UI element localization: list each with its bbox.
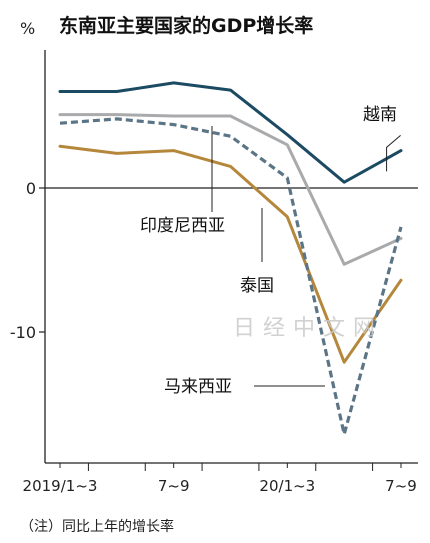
x-tick-label: 7~9 <box>385 477 417 495</box>
series-line-2 <box>58 144 403 364</box>
chart-note: （注）同比上年的增长率 <box>20 518 174 535</box>
x-tick-label: 2019/1~3 <box>23 477 98 495</box>
series-line-3 <box>59 117 403 436</box>
x-tick-label: 20/1~3 <box>259 477 315 495</box>
series-label-vietnam: 越南 <box>363 105 397 125</box>
series-label-malaysia: 马来西亚 <box>164 377 232 397</box>
watermark: 日经中文网 <box>233 316 383 341</box>
series-line-0 <box>58 81 403 184</box>
leader-line <box>386 135 401 172</box>
y-tick-label: 0 <box>26 179 36 198</box>
series-label-indonesia: 印度尼西亚 <box>140 216 225 236</box>
chart-title: 东南亚主要国家的GDP增长率 <box>59 14 313 37</box>
y-tick-label: -10 <box>10 323 36 342</box>
x-tick-label: 7~9 <box>158 477 190 495</box>
series-line-1 <box>58 113 403 266</box>
y-unit-label: % <box>20 19 35 38</box>
series-label-thailand: 泰国 <box>240 276 274 296</box>
